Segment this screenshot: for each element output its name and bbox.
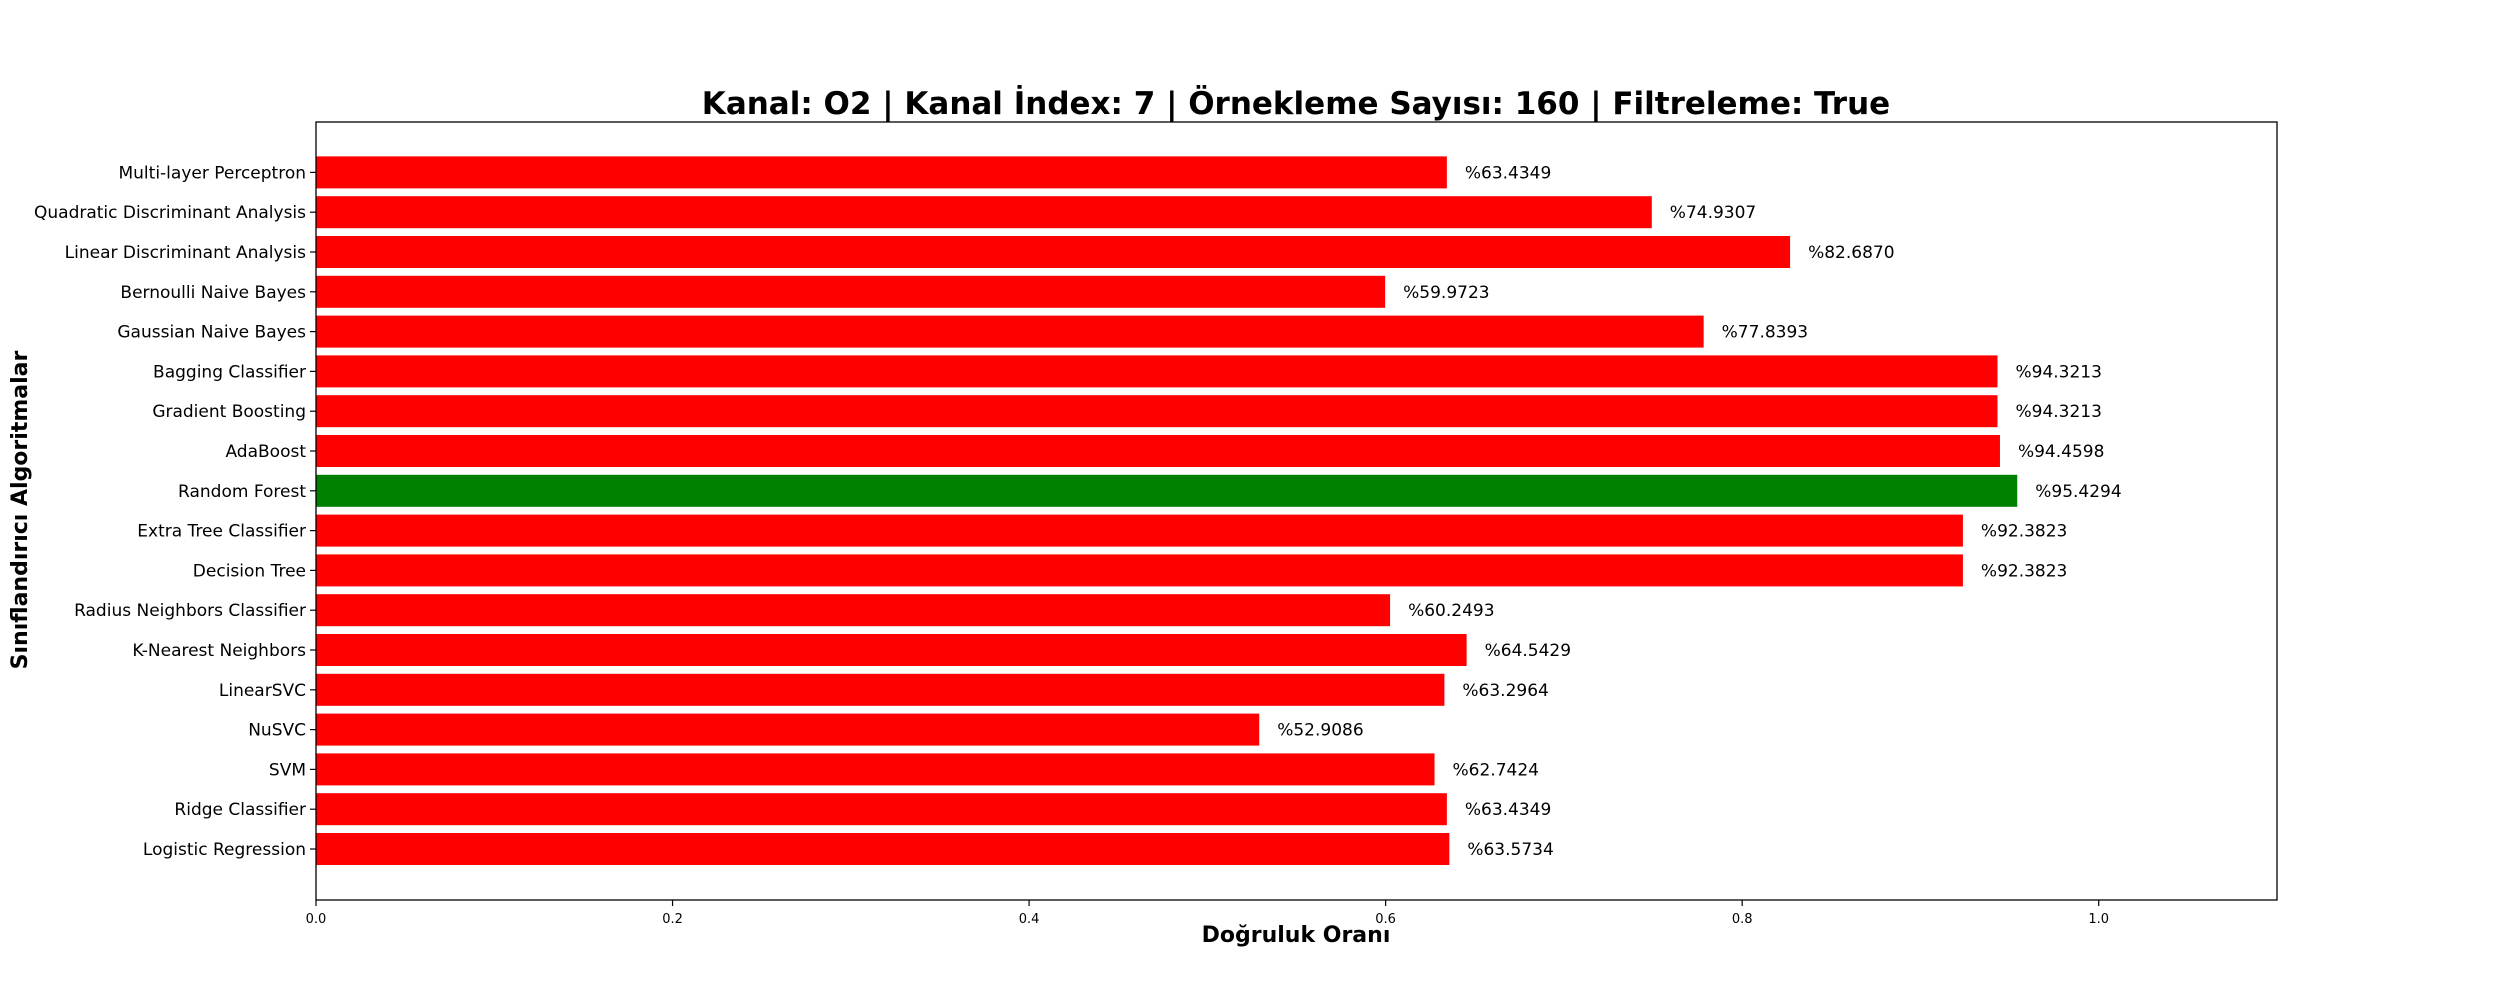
plot-frame — [315, 121, 2278, 901]
y-tick-label: AdaBoost — [225, 442, 306, 462]
y-tick-label: Multi-layer Perceptron — [118, 163, 306, 183]
bar-ridge-classifier — [316, 793, 1447, 826]
y-tick-label: Gaussian Naive Bayes — [117, 323, 306, 343]
y-tick-label: Extra Tree Classifier — [137, 522, 306, 542]
bar-extra-tree-classifier — [316, 514, 1963, 547]
bar-linearsvc — [316, 673, 1445, 706]
bar-gaussian-naive-bayes — [316, 315, 1704, 348]
data-label: %63.4349 — [1465, 163, 1551, 183]
data-label: %92.3823 — [1981, 522, 2067, 542]
y-tick-label: Ridge Classifier — [174, 800, 306, 820]
x-tick-label: 0.2 — [662, 912, 683, 927]
data-label: %64.5429 — [1485, 641, 1571, 661]
data-label: %74.9307 — [1670, 203, 1756, 223]
bar-logistic-regression — [316, 833, 1450, 865]
bar-linear-discriminant-analysis — [316, 236, 1791, 268]
y-tick-label: Gradient Boosting — [152, 402, 306, 422]
y-tick-label: LinearSVC — [219, 681, 306, 701]
chart-title: Kanal: O2 | Kanal İndex: 7 | Örnekleme S… — [702, 85, 1890, 122]
data-label: %82.6870 — [1808, 243, 1894, 263]
data-label: %94.4598 — [2018, 442, 2104, 462]
y-tick-label: Logistic Regression — [143, 840, 306, 860]
bars-layer: %63.5734 %63.4349 %62.7424 %52.9086 %63.2964… — [316, 156, 2122, 865]
bar-radius-neighbors-classifier — [316, 594, 1391, 627]
bar-bernoulli-naive-bayes — [316, 275, 1386, 308]
data-label: %63.5734 — [1467, 840, 1553, 860]
bar-adaboost — [316, 435, 2000, 467]
x-tick-label: 0.0 — [306, 912, 327, 927]
bar-multi-layer-perceptron — [316, 156, 1447, 189]
data-label: %94.3213 — [2015, 402, 2101, 422]
data-label: %77.8393 — [1722, 323, 1808, 343]
y-tick-label: Quadratic Discriminant Analysis — [34, 203, 306, 223]
x-tick-label: 1.0 — [2088, 912, 2109, 927]
data-label: %60.2493 — [1408, 601, 1494, 621]
data-label: %52.9086 — [1277, 721, 1363, 741]
data-label: %63.4349 — [1465, 800, 1551, 820]
y-tick-label: Random Forest — [178, 482, 306, 502]
data-label: %92.3823 — [1981, 561, 2067, 581]
y-tick-label: Decision Tree — [193, 561, 306, 581]
y-tick-label: SVM — [269, 760, 306, 780]
x-tick-label: 0.6 — [1375, 912, 1396, 927]
x-axis-label: Doğruluk Oranı — [1202, 923, 1391, 948]
y-tick-label: K-Nearest Neighbors — [132, 641, 306, 661]
bar-bagging-classifier — [316, 355, 1998, 388]
y-axis-label: Sınıflandırıcı Algoritmalar — [8, 351, 33, 670]
data-label: %62.7424 — [1453, 760, 1539, 780]
bar-nusvc — [316, 713, 1260, 746]
x-tick-label: 0.8 — [1732, 912, 1753, 927]
bar-k-nearest-neighbors — [316, 634, 1467, 666]
data-label: %63.2964 — [1462, 681, 1548, 701]
y-tick-label: Bernoulli Naive Bayes — [120, 283, 306, 303]
bar-svm — [316, 753, 1435, 786]
y-tick-label: Linear Discriminant Analysis — [65, 243, 306, 263]
data-label: %95.4294 — [2035, 482, 2121, 502]
ticks-layer: Logistic Regression Ridge Classifier SVM Nu… — [34, 163, 2109, 927]
y-tick-label: Bagging Classifier — [153, 362, 306, 382]
bar-quadratic-discriminant-analysis — [316, 196, 1652, 229]
data-label: %59.9723 — [1403, 283, 1489, 303]
bar-decision-tree — [316, 554, 1963, 587]
y-tick-label: Radius Neighbors Classifier — [74, 601, 306, 621]
bar-gradient-boosting — [316, 395, 1998, 428]
data-label: %94.3213 — [2015, 362, 2101, 382]
bar-random-forest — [316, 474, 2018, 507]
x-tick-label: 0.4 — [1019, 912, 1040, 927]
y-tick-label: NuSVC — [248, 721, 306, 741]
